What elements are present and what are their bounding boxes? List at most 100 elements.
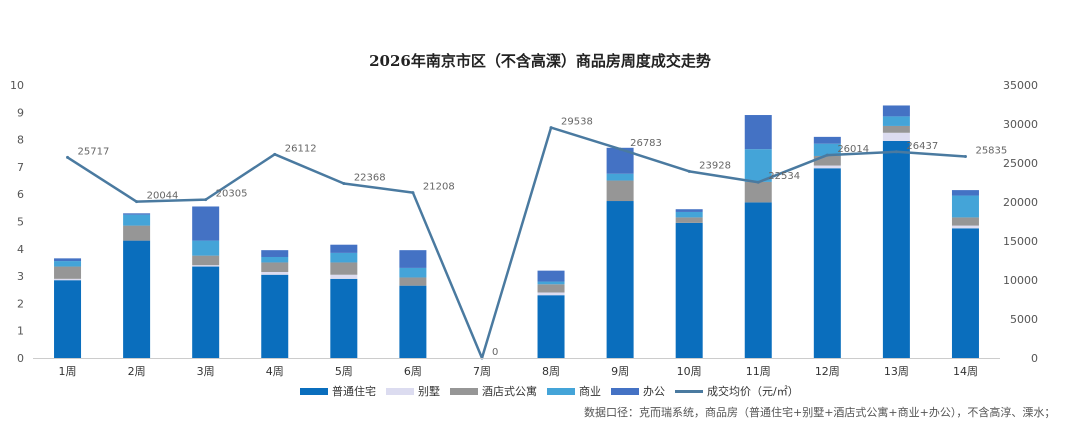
legend-swatch (450, 387, 478, 395)
price-data-label: 26014 (837, 144, 869, 155)
bar-segment (123, 240, 151, 358)
price-point (135, 200, 139, 204)
bar-segment (54, 266, 82, 279)
bar-segment (54, 258, 82, 262)
bar-segment (192, 266, 220, 358)
bar-segment (399, 277, 427, 286)
bar-segment (813, 143, 841, 156)
price-data-label: 20044 (147, 191, 179, 202)
axes: 0 1 2 3 4 5 6 7 8 9 10 0 5000 10000 15000 20000 25000 300… (10, 79, 1038, 378)
y-right-tick-label: 35000 (1003, 79, 1038, 92)
x-tick-label: 14周 (953, 365, 978, 378)
y-right-tick-label: 30000 (1003, 118, 1038, 131)
y-left-tick-label: 0 (17, 352, 24, 365)
x-tick-label: 2周 (128, 365, 146, 378)
y-right-tick-label: 15000 (1003, 235, 1038, 248)
price-data-label: 26783 (630, 138, 662, 149)
bar-segment (813, 168, 841, 358)
bar-segment (399, 285, 427, 358)
y-left-tick-label: 2 (17, 297, 24, 310)
bar-segment (261, 272, 289, 275)
legend-swatch (300, 387, 328, 395)
bar-segment (192, 255, 220, 266)
y-right-tick-label: 25000 (1003, 157, 1038, 170)
bar-segment (813, 165, 841, 169)
legend-label: 别墅 (418, 385, 440, 398)
x-tick-label: 13周 (884, 365, 909, 378)
bar-segment (330, 262, 358, 275)
y-left-tick-label: 9 (17, 106, 24, 119)
price-data-label: 26112 (285, 143, 317, 154)
x-tick-label: 1周 (59, 365, 77, 378)
bar-segment (123, 225, 151, 241)
price-point (756, 180, 760, 184)
bar-segment (330, 252, 358, 263)
bar-segment (744, 202, 772, 358)
price-data-label: 25717 (78, 146, 110, 157)
legend-swatch (611, 387, 639, 395)
legend-label: 办公 (643, 385, 665, 398)
price-point (618, 147, 622, 151)
bar-segment (330, 278, 358, 358)
price-point (204, 198, 208, 202)
price-data-label: 23928 (699, 160, 731, 171)
bar-segment (744, 149, 772, 182)
price-point (66, 155, 70, 159)
bar-segment (54, 278, 82, 281)
x-tick-label: 9周 (611, 365, 629, 378)
x-tick-label: 12周 (815, 365, 840, 378)
chart-title: 2026年南京市区（不含高溧）商品房周度成交走势 (369, 52, 711, 70)
bar-segment (537, 295, 565, 358)
bar-segment (744, 181, 772, 203)
price-point (687, 169, 691, 173)
price-data-label: 20305 (216, 189, 248, 200)
bar-segment (951, 195, 979, 218)
bars (54, 105, 979, 358)
price-line: 25717 20044 20305 26112 22368 21208 0 29538 2678… (66, 117, 1007, 360)
bar-segment (261, 256, 289, 263)
x-tick-label: 5周 (335, 365, 353, 378)
legend-item-office: 办公 (611, 383, 665, 399)
bar-segment (882, 132, 910, 141)
y-right-tick-label: 0 (1031, 352, 1038, 365)
bar-segment (192, 206, 220, 241)
bar-segment (537, 292, 565, 296)
y-left-tick-label: 5 (17, 216, 24, 229)
price-point (273, 152, 277, 156)
bar-segment (330, 274, 358, 279)
x-tick-label: 10周 (677, 365, 702, 378)
bar-segment (813, 155, 841, 166)
legend-swatch-line (675, 389, 703, 393)
bar-segment (606, 180, 634, 202)
bar-segment (537, 281, 565, 285)
price-data-label: 22534 (768, 171, 800, 182)
bar-segment (123, 213, 151, 215)
bar-segment (261, 250, 289, 257)
bar-segment (261, 262, 289, 273)
y-left-tick-label: 7 (17, 161, 24, 174)
bar-segment (882, 140, 910, 358)
price-point (894, 150, 898, 154)
price-data-label: 22368 (354, 173, 386, 184)
price-point (342, 182, 346, 186)
price-line-path (66, 126, 966, 360)
bar-segment (675, 209, 703, 212)
bar-segment (537, 270, 565, 282)
y-right-tick-label: 5000 (1010, 313, 1038, 326)
price-data-label: 26437 (906, 141, 938, 152)
bar-segment (123, 214, 151, 226)
bar-segment (399, 250, 427, 268)
x-tick-label: 11周 (746, 365, 771, 378)
x-tick-label: 8周 (542, 365, 560, 378)
y-left-tick-label: 10 (10, 79, 24, 92)
bar-segment (675, 217, 703, 223)
legend-item-residential: 普通住宅 (300, 383, 376, 399)
legend: 普通住宅 别墅 酒店式公寓 商业 办公 成交均价（元/㎡） (300, 383, 799, 399)
legend-swatch (386, 387, 414, 395)
price-data-label: 25835 (975, 145, 1007, 156)
x-tick-label: 7周 (473, 365, 491, 378)
price-data-label: 29538 (561, 117, 593, 128)
legend-item-avg-price: 成交均价（元/㎡） (675, 383, 799, 399)
legend-label: 商业 (579, 385, 601, 398)
